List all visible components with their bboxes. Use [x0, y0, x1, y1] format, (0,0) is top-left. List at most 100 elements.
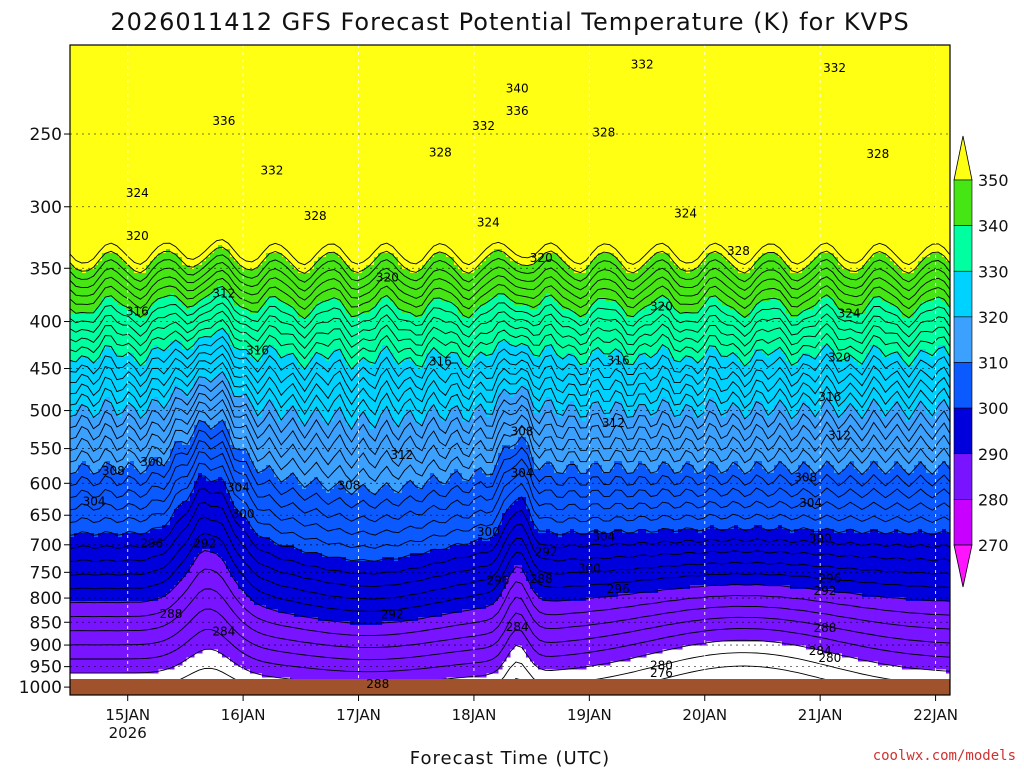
- colorbar-tick-label: 320: [978, 308, 1009, 327]
- contour-label: 292: [535, 545, 558, 559]
- colorbar-swatch: [953, 225, 973, 272]
- contour-label: 304: [511, 466, 534, 480]
- contour-label: 296: [487, 574, 510, 588]
- credit-text: coolwx.com/models: [873, 748, 1016, 764]
- colorbar-swatch: [953, 499, 973, 546]
- y-tick-label: 750: [30, 563, 62, 583]
- contour-label: 304: [799, 496, 822, 510]
- y-tick-label: 900: [30, 636, 62, 656]
- contour-label: 328: [304, 209, 327, 223]
- contour-label: 296: [607, 582, 630, 596]
- y-tick-label: 850: [30, 613, 62, 633]
- y-tick-label: 350: [30, 259, 62, 279]
- y-tick-label: 450: [30, 360, 62, 380]
- contour-label: 304: [592, 530, 615, 544]
- y-tick-label: 250: [30, 125, 62, 145]
- contour-label: 320: [126, 229, 149, 243]
- contour-label: 316: [607, 353, 630, 367]
- x-tick-label: 19JAN: [567, 706, 612, 724]
- contour-label: 328: [727, 244, 750, 258]
- contour-label: 312: [602, 416, 625, 430]
- x-tick-label: 16JAN: [221, 706, 266, 724]
- contour-label: 336: [506, 104, 529, 118]
- colorbar-swatch: [953, 270, 973, 318]
- contour-label: 304: [83, 494, 106, 508]
- contour-label: 304: [227, 480, 250, 494]
- contour-label: 292: [381, 608, 404, 622]
- chart-title: 2026011412 GFS Forecast Potential Temper…: [110, 8, 909, 36]
- contour-label: 332: [472, 119, 495, 133]
- y-tick-label: 800: [30, 589, 62, 609]
- contour-label: 320: [828, 351, 851, 365]
- contour-label: 292: [814, 584, 837, 598]
- contour-label: 336: [212, 114, 235, 128]
- contour-label: 328: [429, 146, 452, 160]
- contour-label: 280: [818, 651, 841, 665]
- contour-label: 328: [592, 125, 615, 139]
- colorbar-tick-label: 310: [978, 354, 1009, 373]
- colorbar-swatch: [953, 453, 973, 500]
- contour-label: 316: [246, 343, 269, 357]
- contour-label: 308: [337, 478, 360, 492]
- contour-label: 316: [126, 304, 149, 318]
- contour-label: 280: [650, 658, 673, 672]
- y-tick-label: 600: [30, 474, 62, 494]
- x-tick-label: 17JAN: [336, 706, 381, 724]
- contour-label: 288: [530, 572, 553, 586]
- contour-label: 324: [126, 186, 149, 200]
- y-tick-label: 550: [30, 440, 62, 460]
- x-tick-label: 18JAN: [452, 706, 497, 724]
- contour-label: 288: [160, 607, 183, 621]
- colorbar-tick-label: 290: [978, 445, 1009, 464]
- colorbar-top-arrow: [953, 135, 973, 181]
- contour-label: 320: [376, 270, 399, 284]
- contour-labels: 336 340 336 332 332 332 332 328 328 328 328 328 324 3…: [83, 57, 890, 690]
- y-tick-label: 500: [30, 402, 62, 422]
- contour-label: 328: [866, 147, 889, 161]
- x-axis-label: Forecast Time (UTC): [410, 748, 610, 768]
- contour-label: 308: [511, 425, 534, 439]
- y-tick-label: 950: [30, 658, 62, 678]
- contour-label: 300: [578, 562, 601, 576]
- contour-label: 300: [809, 531, 832, 545]
- y-tick-label: 700: [30, 536, 62, 556]
- contour-label: 288: [366, 677, 389, 691]
- contour-label: 284: [212, 625, 235, 639]
- ground-band: [70, 679, 950, 695]
- contour-label: 332: [823, 61, 846, 75]
- contour-label: 320: [530, 251, 553, 265]
- colorbar-swatch: [953, 362, 973, 409]
- contour-label: 332: [261, 164, 284, 178]
- y-axis: 250 300 350 400 450 500 550 600 650 700 750 800 850 9…: [19, 125, 70, 698]
- colorbar-tick-label: 340: [978, 217, 1009, 236]
- contour-label: 316: [818, 390, 841, 404]
- plot-area: 336 340 336 332 332 332 332 328 328 328 328 328 324 3…: [70, 45, 950, 695]
- contour-label: 332: [631, 57, 654, 71]
- contour-label: 276: [650, 666, 673, 680]
- y-tick-label: 300: [30, 198, 62, 218]
- contour-label: 296: [818, 572, 841, 586]
- x-tick-label: 21JAN: [798, 706, 843, 724]
- contour-label: 324: [674, 206, 697, 220]
- contour-label: 324: [838, 306, 861, 320]
- contour-label: 300: [477, 525, 500, 539]
- colorbar-bottom-arrow: [953, 544, 973, 588]
- colorbar-swatch: [953, 407, 973, 455]
- contour-label: 300: [232, 507, 255, 521]
- contour-label: 288: [814, 621, 837, 635]
- y-tick-label: 400: [30, 313, 62, 333]
- contour-label: 324: [477, 215, 500, 229]
- x-tick-label: 15JAN: [105, 706, 150, 724]
- x-tick-sublabel: 2026: [109, 724, 147, 742]
- plot-frame: [69, 44, 951, 696]
- contour-label: 340: [506, 81, 529, 95]
- contour-label: 312: [212, 287, 235, 301]
- x-tick-label: 22JAN: [913, 706, 958, 724]
- colorbar-tick-label: 350: [978, 171, 1009, 190]
- x-tick-label: 20JAN: [682, 706, 727, 724]
- colorbar-tick-label: 300: [978, 399, 1009, 418]
- colorbar-swatch: [953, 179, 973, 226]
- contour-label: 312: [828, 428, 851, 442]
